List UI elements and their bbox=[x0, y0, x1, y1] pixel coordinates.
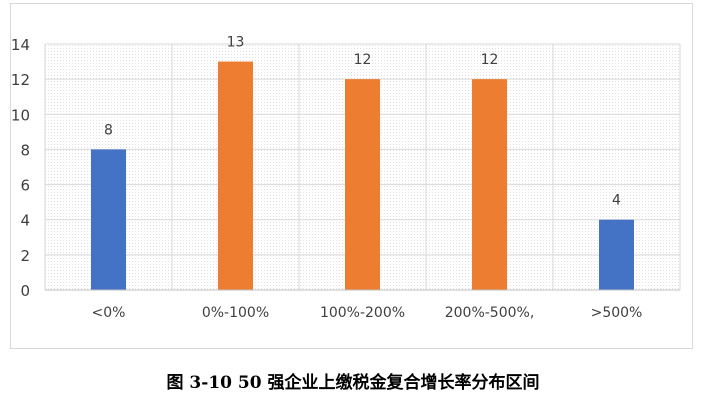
x-tick-label: 100%-200% bbox=[320, 305, 405, 321]
bar bbox=[345, 79, 380, 291]
bar bbox=[218, 61, 253, 291]
y-tick-label: 8 bbox=[20, 141, 30, 159]
data-label: 12 bbox=[354, 52, 372, 68]
data-label: 12 bbox=[481, 52, 499, 68]
data-label: 4 bbox=[612, 193, 621, 209]
bar bbox=[599, 219, 634, 290]
y-tick-label: 0 bbox=[20, 282, 30, 300]
bar bbox=[472, 79, 507, 291]
x-tick-label: 200%-500%, bbox=[445, 305, 535, 321]
bar bbox=[91, 149, 126, 290]
x-tick-label: 0%-100% bbox=[202, 305, 269, 321]
x-tick-label: >500% bbox=[591, 305, 643, 321]
y-tick-label: 14 bbox=[11, 36, 30, 54]
x-tick-label: <0% bbox=[92, 305, 126, 321]
y-tick-label: 6 bbox=[20, 177, 30, 195]
y-tick-label: 12 bbox=[11, 71, 30, 89]
y-tick-label: 4 bbox=[20, 212, 30, 230]
data-label: 8 bbox=[104, 122, 113, 138]
figure-caption: 图 3-10 50 强企业上缴税金复合增长率分布区间 bbox=[166, 373, 540, 393]
data-label: 13 bbox=[227, 35, 245, 51]
y-tick-label: 10 bbox=[11, 106, 30, 124]
y-tick-label: 2 bbox=[20, 247, 30, 265]
